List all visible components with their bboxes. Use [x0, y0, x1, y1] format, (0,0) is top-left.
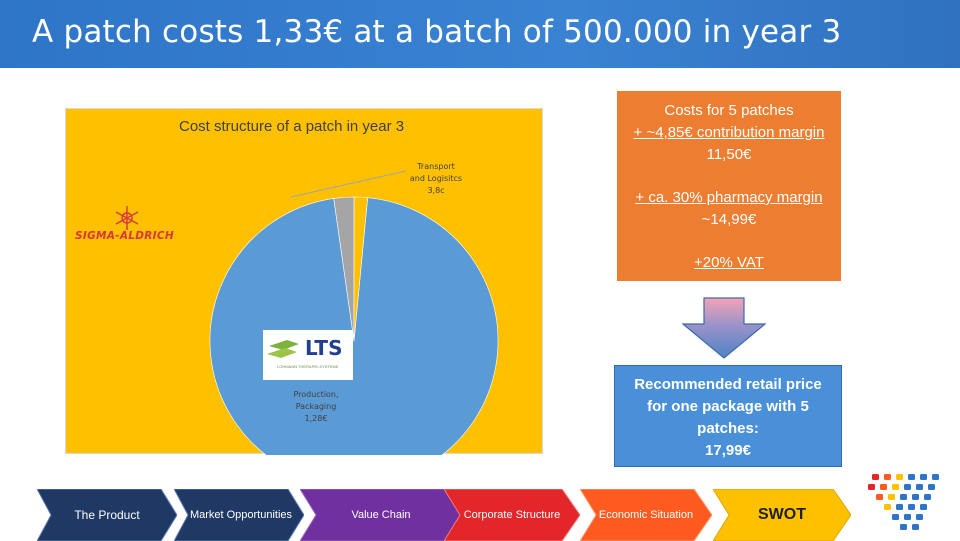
costs-line-2: + ~4,85€ contribution margin — [633, 124, 825, 141]
logo-dot — [892, 484, 899, 490]
company-logo-icon — [868, 474, 939, 530]
pie-chart — [209, 170, 499, 455]
pie-chart-panel: Cost structure of a patch in year 3 Tran… — [65, 108, 543, 455]
nav-the-product[interactable]: The Product — [37, 489, 177, 541]
rec-line-2: for one package with 5 — [647, 398, 809, 415]
slice-other — [353, 196, 368, 342]
slice-value-transport: 3,8c — [427, 186, 445, 195]
nav-chevron-shape — [713, 489, 851, 541]
nav-value-chain[interactable]: Value Chain — [300, 489, 462, 541]
nav-economic-situation[interactable]: Economic Situation — [580, 489, 712, 541]
logo-dot — [884, 504, 891, 510]
sigma-aldrich-logo: SIGMA-ALDRICH — [75, 204, 185, 244]
nav-chevron-shape — [174, 489, 304, 541]
slice-name-production: Production, Packaging — [293, 390, 339, 411]
nav-chevron-shape — [300, 489, 462, 541]
slice-label-transport: Transport and Logisitcs 3,8c — [396, 161, 476, 197]
logo-dot — [884, 474, 891, 480]
costs-line-4: + ca. 30% pharmacy margin — [635, 189, 823, 206]
logo-dot — [904, 484, 911, 490]
page-title: A patch costs 1,33€ at a batch of 500.00… — [32, 14, 842, 50]
rec-line-1: Recommended retail price — [634, 376, 822, 393]
costs-box: Costs for 5 patches + ~4,85€ contributio… — [617, 91, 841, 281]
rec-line-4: 17,99€ — [705, 442, 751, 459]
nav-market-opportunities[interactable]: Market Opportunities — [174, 489, 304, 541]
lts-leaf-icon — [267, 340, 299, 358]
logo-dot — [932, 474, 939, 480]
logo-dot — [896, 474, 903, 480]
costs-line-5: ~14,99€ — [701, 211, 757, 228]
nav-chevron-shape — [37, 489, 177, 541]
down-arrow-icon — [682, 297, 766, 359]
logo-dot — [912, 524, 919, 530]
nav-chevron-shape — [580, 489, 712, 541]
logo-dot — [892, 514, 899, 520]
slice-value-production: 1,28€ — [304, 414, 328, 423]
leader-line-transport — [290, 170, 407, 198]
rec-line-3: patches: — [697, 420, 759, 437]
nav-label: Corporate Structure — [463, 509, 561, 521]
logo-dot — [924, 494, 931, 500]
logo-dot — [872, 474, 879, 480]
lts-wordmark: LTS — [305, 336, 343, 360]
lts-logo: LTS LOHMANN THERAPIE-SYSTEME — [263, 330, 353, 380]
nav-label: The Product — [74, 508, 140, 522]
logo-dot — [908, 504, 915, 510]
logo-dot — [868, 484, 875, 490]
sigma-emblem-icon — [115, 206, 139, 230]
logo-dot — [912, 494, 919, 500]
costs-line-6: +20% VAT — [694, 254, 764, 271]
title-bar: A patch costs 1,33€ at a batch of 500.00… — [0, 0, 960, 68]
slice-label-production: Production, Packaging 1,28€ — [271, 389, 361, 425]
chart-title: Cost structure of a patch in year 3 — [179, 118, 405, 135]
logo-dot — [920, 474, 927, 480]
nav-corporate-structure[interactable]: Corporate Structure — [444, 489, 580, 541]
logo-dot — [916, 514, 923, 520]
logo-dot — [900, 494, 907, 500]
logo-dot — [920, 504, 927, 510]
sigma-aldrich-wordmark: SIGMA-ALDRICH — [75, 230, 174, 242]
logo-dot — [904, 514, 911, 520]
nav-label: SWOT — [758, 506, 806, 523]
slice-production — [209, 197, 499, 455]
nav-chevron-shape — [444, 489, 580, 541]
nav-swot[interactable]: SWOT — [713, 489, 851, 541]
logo-dot — [928, 484, 935, 490]
logo-dot — [888, 494, 895, 500]
nav-label: Economic Situation — [598, 509, 694, 521]
logo-dot — [916, 484, 923, 490]
lts-subline: LOHMANN THERAPIE-SYSTEME — [277, 364, 339, 369]
logo-dot — [900, 524, 907, 530]
slice-name-transport: Transport and Logisitcs — [409, 162, 463, 183]
logo-dot — [896, 504, 903, 510]
logo-dot — [880, 484, 887, 490]
logo-dot — [876, 494, 883, 500]
costs-line-1: Costs for 5 patches — [664, 102, 794, 119]
nav-label: Value Chain — [351, 509, 411, 521]
logo-dot — [908, 474, 915, 480]
nav-label: Market Opportunities — [189, 509, 293, 521]
costs-line-3: 11,50€ — [706, 146, 752, 163]
recommended-price-box: Recommended retail price for one package… — [614, 365, 842, 467]
